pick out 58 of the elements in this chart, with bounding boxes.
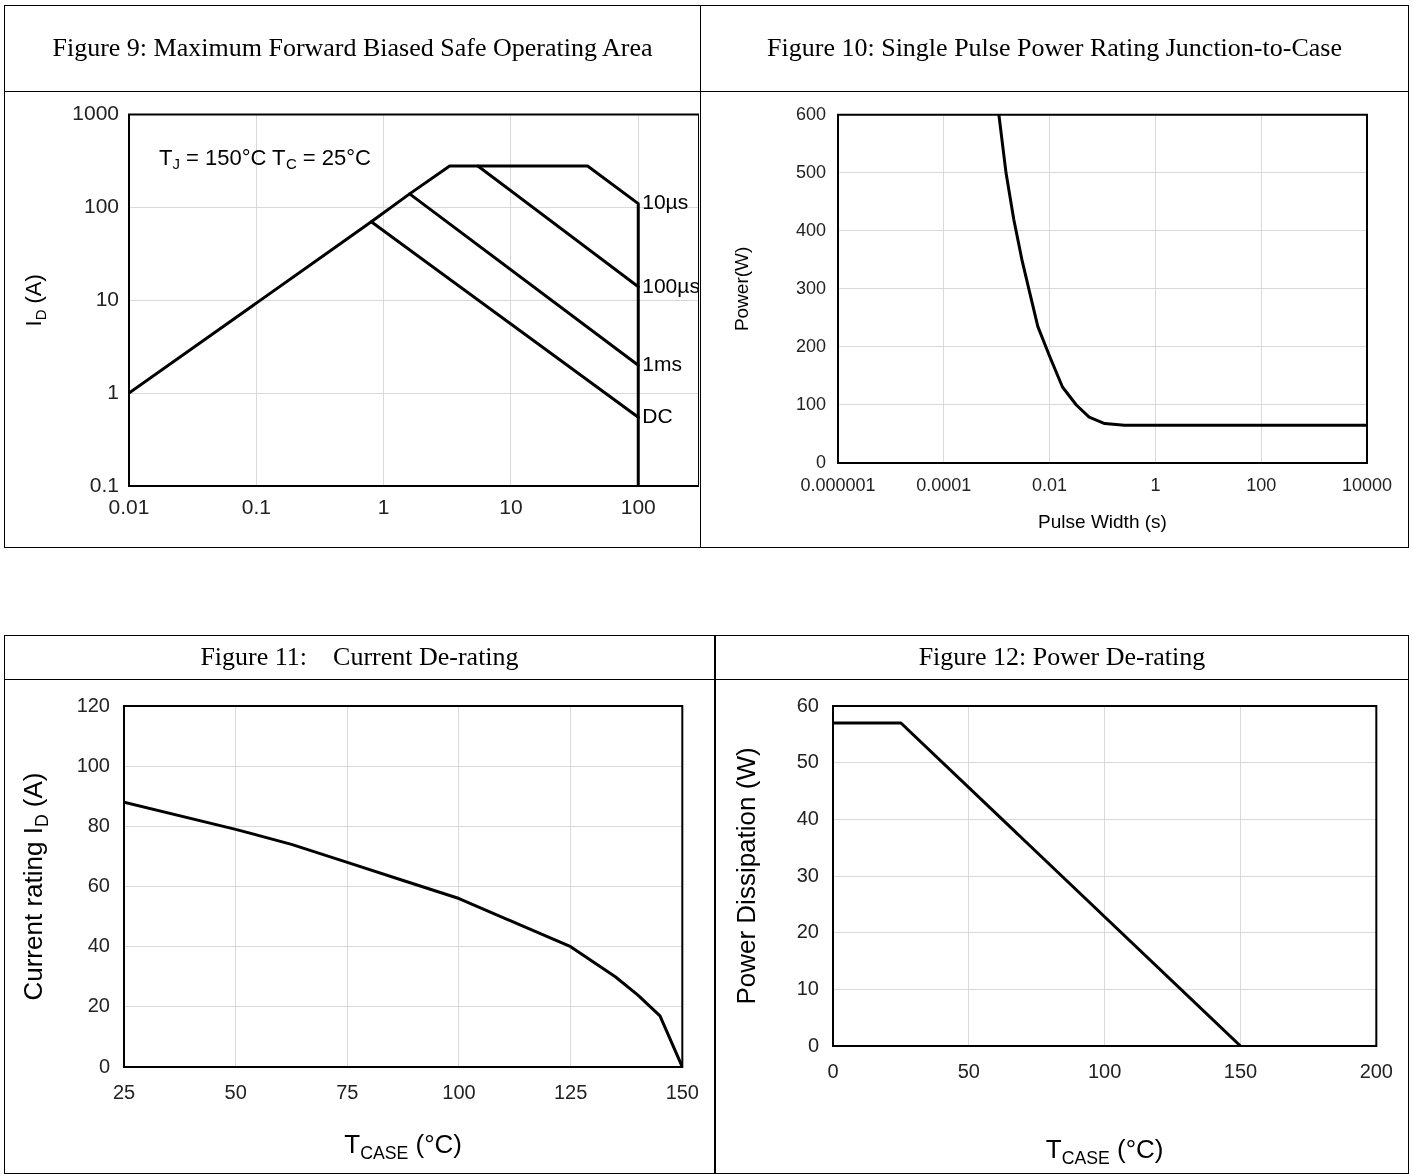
- y-tick-label: 60: [87, 874, 110, 897]
- y-tick-label: 0: [807, 1033, 819, 1056]
- x-tick-label: 100: [442, 1080, 476, 1103]
- series-label: 1ms: [642, 352, 682, 375]
- y-tick-label: 0: [815, 451, 826, 472]
- x-tick-label: 100: [1087, 1059, 1122, 1082]
- x-tick-label: 0.0001: [916, 474, 972, 495]
- x-tick-label: 0.01: [108, 495, 150, 519]
- chart-title: Figure 10: Single Pulse Power Rating Junction-to-Case: [701, 6, 1408, 92]
- series-label: 10µs: [642, 190, 689, 214]
- y-axis-title: Power(W): [731, 246, 753, 332]
- x-tick-label: 50: [224, 1080, 247, 1103]
- y-tick-label: 600: [795, 103, 826, 124]
- series-label: 100µs: [642, 273, 700, 297]
- y-tick-label: 120: [76, 693, 110, 716]
- x-axis-title: Pulse Width (s): [1038, 511, 1167, 533]
- y-tick-label: 10: [796, 976, 819, 999]
- y-tick-label: 30: [796, 863, 819, 886]
- chart-title: Figure 11: Current De-rating: [5, 636, 714, 680]
- y-axis-title: Power Dissipation (W): [731, 747, 762, 1005]
- y-tick-label: 10: [95, 287, 119, 311]
- x-tick-label: 100: [1246, 474, 1277, 495]
- x-tick-label: 75: [336, 1080, 359, 1103]
- y-tick-label: 200: [795, 335, 826, 356]
- y-tick-label: 20: [796, 920, 819, 943]
- y-tick-label: 80: [87, 813, 110, 836]
- y-tick-label: 50: [796, 750, 819, 773]
- x-tick-label: 25: [112, 1080, 136, 1103]
- x-tick-label: 50: [957, 1059, 980, 1082]
- series-label: DC: [642, 404, 673, 428]
- x-tick-label: 125: [553, 1080, 588, 1103]
- y-tick-label: 1: [107, 379, 119, 403]
- y-tick-label: 100: [795, 393, 826, 414]
- x-tick-label: 0.1: [241, 495, 271, 519]
- y-tick-label: 500: [795, 161, 826, 182]
- x-tick-label: 0.01: [1032, 474, 1068, 495]
- y-tick-label: 60: [796, 693, 819, 716]
- x-tick-label: 200: [1359, 1059, 1393, 1082]
- y-tick-label: 40: [796, 806, 819, 829]
- y-axis-title: ID (A): [21, 274, 49, 327]
- y-tick-label: 400: [795, 219, 826, 240]
- x-tick-label: 1: [1150, 474, 1161, 495]
- x-tick-label: 100: [620, 495, 656, 519]
- x-tick-label: 150: [665, 1080, 699, 1103]
- y-tick-label: 100: [83, 194, 119, 218]
- x-tick-label: 1: [377, 495, 390, 519]
- x-tick-label: 10000: [1341, 474, 1393, 495]
- y-tick-label: 300: [795, 277, 826, 298]
- x-tick-label: 10: [499, 495, 523, 519]
- y-tick-label: 100: [76, 753, 110, 776]
- chart-title: Figure 9: Maximum Forward Biased Safe Operating Area: [5, 6, 700, 92]
- y-tick-label: 20: [87, 994, 110, 1017]
- y-tick-label: 1000: [72, 101, 119, 125]
- x-tick-label: 0.000001: [800, 474, 876, 495]
- x-tick-label: 150: [1223, 1059, 1258, 1082]
- y-axis-title: Current rating ID (A): [18, 772, 52, 1001]
- y-tick-label: 40: [87, 934, 110, 957]
- chart-title: Figure 12: Power De-rating: [716, 636, 1408, 680]
